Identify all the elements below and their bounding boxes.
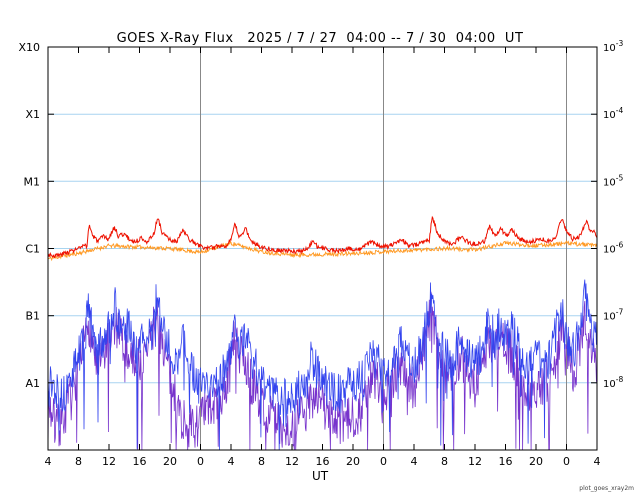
- x-tick-label: 20: [529, 455, 543, 468]
- y-right-label: 10-6: [603, 241, 623, 256]
- y-class-label: X1: [25, 108, 40, 121]
- x-tick-label: 8: [75, 455, 82, 468]
- x-tick-label: 16: [499, 455, 513, 468]
- x-tick-label: 8: [258, 455, 265, 468]
- x-tick-label: 4: [228, 455, 235, 468]
- x-tick-label: 20: [163, 455, 177, 468]
- day-boundary-lines: [200, 47, 567, 450]
- x-tick-label: 4: [594, 455, 601, 468]
- x-tick-label: 16: [316, 455, 330, 468]
- x-tick-label: 16: [133, 455, 147, 468]
- chart-title: GOES X-Ray Flux 2025 / 7 / 27 04:00 -- 7…: [116, 31, 524, 46]
- y-right-label: 10-4: [603, 106, 623, 121]
- y-right-label: 10-5: [603, 173, 623, 188]
- series-xray-short-primary: [47, 279, 598, 451]
- y-right-label: 10-3: [603, 39, 623, 54]
- y-class-label: A1: [25, 377, 40, 390]
- x-tick-label: 0: [380, 455, 387, 468]
- y-class-label: M1: [24, 175, 41, 188]
- series-xray-long-secondary: [47, 240, 598, 262]
- y-class-label: X10: [18, 41, 40, 54]
- y-class-label: C1: [25, 243, 40, 256]
- x-tick-label: 20: [346, 455, 360, 468]
- x-tick-label: 12: [102, 455, 116, 468]
- y-class-label: B1: [25, 310, 40, 323]
- y-right-label: 10-8: [603, 375, 623, 390]
- x-tick-label: 12: [468, 455, 482, 468]
- axes-ticks-labels: 4 8 12 16 20 0 4 8 12 16 20 0 4 8 12 16 20 0 4 X10 X1 M1 C1 B1 A…: [18, 39, 623, 468]
- y-right-label: 10-7: [603, 308, 623, 323]
- plot-caption: plot_goes_xray2m: [579, 485, 634, 492]
- flux-series: [47, 215, 598, 451]
- series-xray-long-primary: [47, 215, 598, 259]
- x-tick-label: 0: [197, 455, 204, 468]
- x-tick-label: 4: [45, 455, 52, 468]
- x-tick-label: 0: [563, 455, 570, 468]
- x-axis-title: UT: [311, 469, 329, 483]
- x-tick-label: 8: [441, 455, 448, 468]
- x-tick-label: 4: [411, 455, 418, 468]
- x-tick-label: 12: [285, 455, 299, 468]
